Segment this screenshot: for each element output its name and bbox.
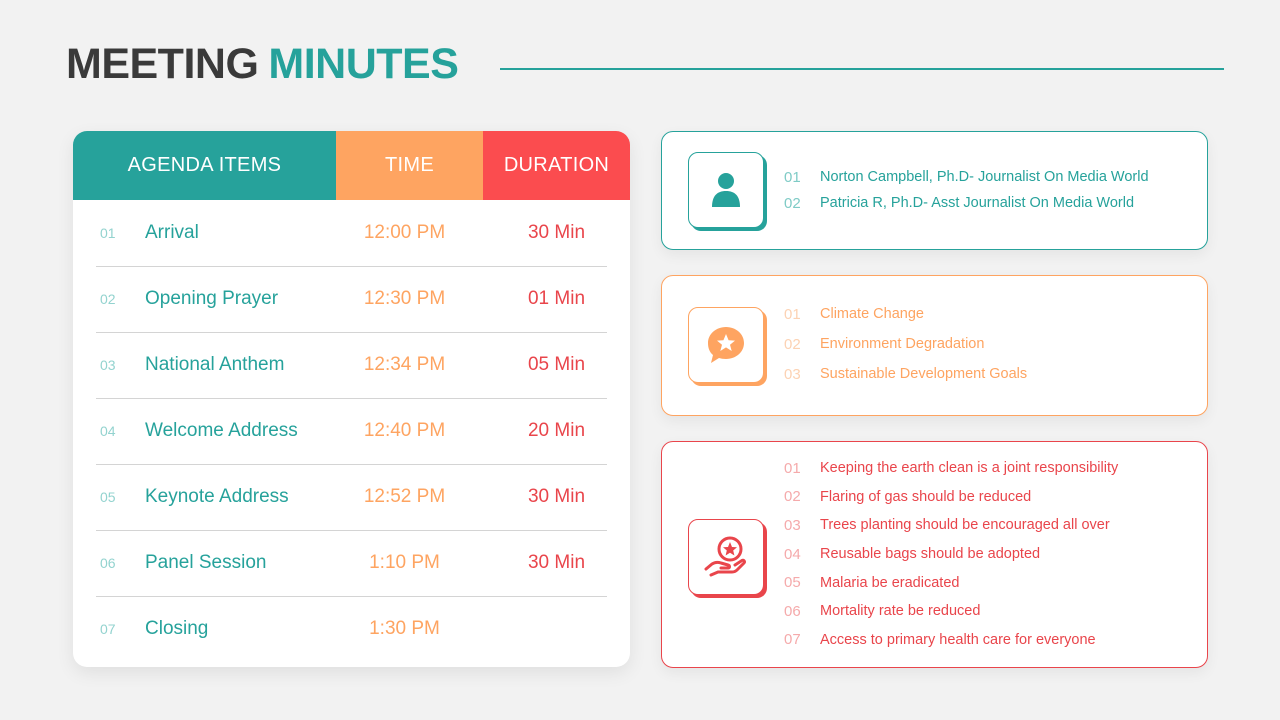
- attendees-list: 01 Norton Campbell, Ph.D- Journalist On M…: [784, 164, 1149, 216]
- item-text: Environment Degradation: [820, 336, 985, 352]
- topics-panel: 01 Climate Change 02 Environment Degradati…: [661, 275, 1208, 416]
- agenda-row: 04 Welcome Address 12:40 PM 20 Min: [73, 398, 630, 464]
- agenda-row: 01 Arrival 12:00 PM 30 Min: [73, 200, 630, 266]
- title-word-minutes: MINUTES: [268, 40, 459, 88]
- item-number: 06: [784, 602, 801, 620]
- item-number: 01: [784, 168, 801, 186]
- topics-icon-box: [688, 307, 764, 383]
- header-duration: DURATION: [483, 131, 630, 200]
- row-duration: 05 Min: [527, 354, 586, 375]
- row-item: Opening Prayer: [145, 288, 279, 309]
- row-time: 1:30 PM: [369, 618, 440, 639]
- row-time: 12:34 PM: [363, 354, 446, 375]
- item-number: 03: [784, 516, 801, 534]
- item-number: 01: [784, 459, 801, 477]
- item-text: Reusable bags should be adopted: [820, 546, 1041, 563]
- row-number: 06: [100, 555, 116, 571]
- agenda-row: 07 Closing 1:30 PM: [73, 596, 630, 662]
- row-item: Arrival: [145, 222, 199, 243]
- agenda-row: 06 Panel Session 1:10 PM 30 Min: [73, 530, 630, 596]
- item-number: 03: [784, 365, 801, 383]
- agenda-header: AGENDA ITEMS TIME DURATION: [73, 131, 630, 200]
- row-number: 05: [100, 489, 116, 505]
- list-item: 06 Mortality rate be reduced: [784, 597, 1118, 626]
- person-icon: [712, 173, 740, 207]
- row-time: 12:40 PM: [363, 420, 446, 441]
- item-text: Mortality rate be reduced: [820, 603, 981, 620]
- row-duration: 01 Min: [527, 288, 586, 309]
- row-item: Closing: [145, 618, 209, 639]
- list-item: 01 Norton Campbell, Ph.D- Journalist On M…: [784, 164, 1149, 190]
- topics-list: 01 Climate Change 02 Environment Degradati…: [784, 299, 1027, 389]
- row-item: Panel Session: [145, 552, 267, 573]
- resolutions-panel: 01 Keeping the earth clean is a joint res…: [661, 441, 1208, 668]
- header-time: TIME: [336, 131, 483, 200]
- item-number: 05: [784, 574, 801, 592]
- item-number: 04: [784, 545, 801, 563]
- chat-star-icon: [708, 327, 744, 363]
- item-text: Sustainable Development Goals: [820, 366, 1028, 382]
- list-item: 05 Malaria be eradicated: [784, 568, 1118, 597]
- resolutions-list: 01 Keeping the earth clean is a joint res…: [784, 454, 1118, 654]
- row-number: 04: [100, 423, 116, 439]
- row-item: Keynote Address: [145, 486, 289, 507]
- list-item: 03 Trees planting should be encouraged al…: [784, 511, 1118, 540]
- row-number: 07: [100, 621, 116, 637]
- list-item: 01 Climate Change: [784, 299, 1027, 329]
- title-word-meeting: MEETING: [66, 40, 259, 88]
- attendees-panel: 01 Norton Campbell, Ph.D- Journalist On M…: [661, 131, 1208, 250]
- row-item: National Anthem: [145, 354, 285, 375]
- item-text: Norton Campbell, Ph.D- Journalist On Med…: [820, 169, 1149, 185]
- row-duration: 30 Min: [527, 486, 586, 507]
- item-text: Climate Change: [820, 306, 924, 322]
- item-number: 02: [784, 488, 801, 506]
- list-item: 04 Reusable bags should be adopted: [784, 540, 1118, 569]
- item-number: 02: [784, 194, 801, 212]
- item-number: 01: [784, 305, 801, 323]
- row-time: 1:10 PM: [369, 552, 440, 573]
- row-duration: 30 Min: [527, 222, 586, 243]
- row-duration: 30 Min: [527, 552, 586, 573]
- row-number: 01: [100, 225, 116, 241]
- title-divider: [500, 68, 1224, 70]
- row-time: 12:52 PM: [363, 486, 446, 507]
- row-time: 12:00 PM: [363, 222, 446, 243]
- item-number: 02: [784, 335, 801, 353]
- agenda-row: 02 Opening Prayer 12:30 PM 01 Min: [73, 266, 630, 332]
- item-number: 07: [784, 631, 801, 649]
- agenda-row: 03 National Anthem 12:34 PM 05 Min: [73, 332, 630, 398]
- row-time: 12:30 PM: [363, 288, 446, 309]
- header-agenda-items: AGENDA ITEMS: [73, 131, 336, 200]
- list-item: 02 Patricia R, Ph.D- Asst Journalist On M…: [784, 190, 1149, 216]
- attendees-icon-box: [688, 152, 764, 228]
- item-text: Trees planting should be encouraged all …: [820, 517, 1110, 534]
- list-item: 07 Access to primary health care for ever…: [784, 626, 1118, 655]
- row-item: Welcome Address: [145, 420, 298, 441]
- row-number: 03: [100, 357, 116, 373]
- list-item: 02 Flaring of gas should be reduced: [784, 483, 1118, 512]
- item-text: Keeping the earth clean is a joint respo…: [820, 460, 1119, 477]
- row-number: 02: [100, 291, 116, 307]
- item-text: Patricia R, Ph.D- Asst Journalist On Med…: [820, 195, 1135, 211]
- list-item: 03 Sustainable Development Goals: [784, 359, 1027, 389]
- item-text: Flaring of gas should be reduced: [820, 488, 1032, 505]
- agenda-card: AGENDA ITEMS TIME DURATION 01 Arrival 12…: [73, 131, 630, 667]
- agenda-row: 05 Keynote Address 12:52 PM 30 Min: [73, 464, 630, 530]
- row-duration: 20 Min: [527, 420, 586, 441]
- list-item: 01 Keeping the earth clean is a joint res…: [784, 454, 1118, 483]
- agenda-rows: 01 Arrival 12:00 PM 30 Min 02 Opening Pr…: [73, 200, 630, 662]
- page-title: MEETING MINUTES: [66, 40, 459, 89]
- list-item: 02 Environment Degradation: [784, 329, 1027, 359]
- item-text: Access to primary health care for everyo…: [820, 631, 1096, 648]
- resolutions-icon-box: [688, 519, 764, 595]
- item-text: Malaria be eradicated: [820, 574, 960, 591]
- hand-award-icon: [704, 536, 747, 577]
